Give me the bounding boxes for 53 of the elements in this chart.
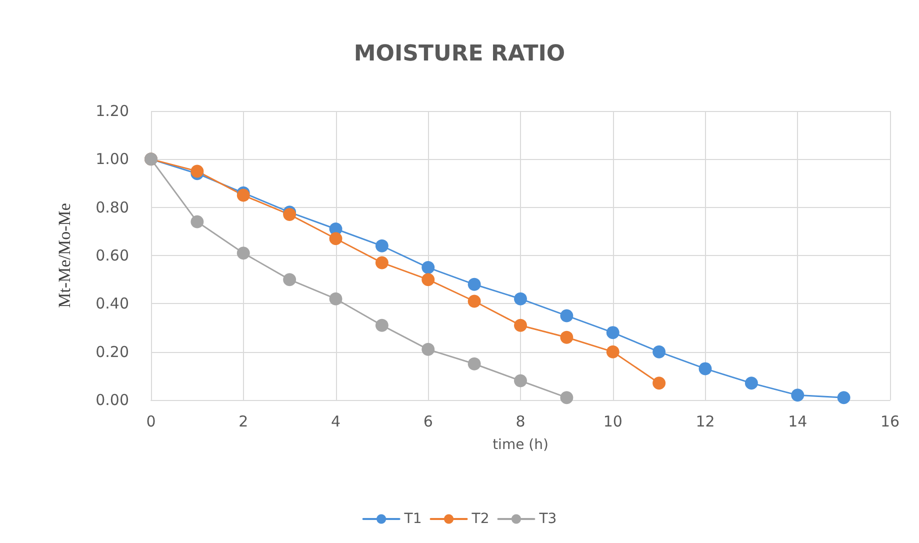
point xyxy=(375,256,388,270)
point xyxy=(329,232,342,246)
point xyxy=(236,246,250,260)
x-tick-label: 8 xyxy=(516,412,526,430)
point xyxy=(468,357,481,370)
legend-label: T2 xyxy=(470,511,490,527)
point xyxy=(514,318,527,332)
x-tick-label: 2 xyxy=(238,412,248,430)
y-tick-label: 0.60 xyxy=(96,246,129,264)
point xyxy=(606,345,620,358)
point xyxy=(375,318,388,332)
x-tick-label: 12 xyxy=(696,412,715,430)
y-tick-label: 0.20 xyxy=(96,342,129,361)
point xyxy=(190,164,204,178)
chart-title: MOISTURE RATIO xyxy=(354,42,566,66)
x-tick-label: 6 xyxy=(423,412,433,430)
y-tick-label: 0.00 xyxy=(96,391,129,409)
point xyxy=(652,345,666,358)
x-tick-label: 16 xyxy=(880,412,900,430)
point xyxy=(514,374,527,388)
point xyxy=(560,309,574,322)
point xyxy=(514,292,527,306)
point xyxy=(283,273,296,286)
y-tick-label: 1.20 xyxy=(96,102,129,120)
point xyxy=(652,376,666,390)
legend-label: T3 xyxy=(538,511,557,527)
x-axis-title: time (h) xyxy=(492,437,548,453)
point xyxy=(837,391,850,404)
point xyxy=(190,215,204,228)
point xyxy=(744,376,758,390)
point xyxy=(422,261,435,274)
point xyxy=(422,273,435,286)
y-tick-label: 0.80 xyxy=(96,198,129,216)
x-tick-label: 0 xyxy=(146,412,156,430)
point xyxy=(468,278,481,291)
point xyxy=(560,391,574,404)
point xyxy=(468,294,481,308)
point xyxy=(283,208,296,222)
x-tick-label: 14 xyxy=(788,412,808,430)
y-tick-label: 0.40 xyxy=(96,294,129,313)
point xyxy=(329,292,342,306)
point xyxy=(375,239,388,252)
y-tick-label: 1.00 xyxy=(96,150,129,168)
point xyxy=(698,362,712,376)
point xyxy=(236,188,250,202)
x-tick-label: 10 xyxy=(603,412,622,430)
point xyxy=(560,330,574,344)
point xyxy=(791,388,804,402)
point xyxy=(422,342,435,356)
x-tick-label: 4 xyxy=(330,412,341,430)
legend-label: T1 xyxy=(403,511,422,527)
point xyxy=(606,326,620,340)
y-axis-title: Mt-Me/Mo-Me xyxy=(55,203,74,308)
